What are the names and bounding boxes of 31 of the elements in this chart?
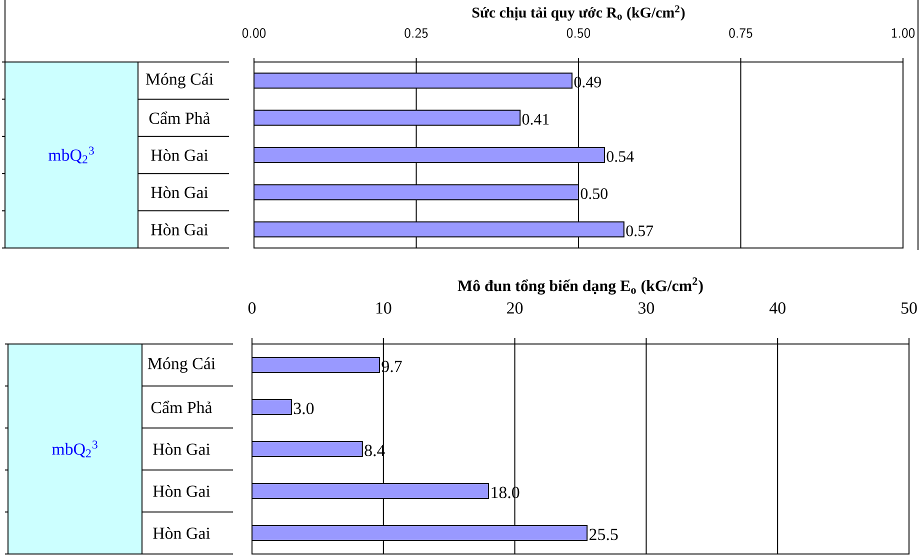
y-tick-label: Hòn Gai <box>151 186 208 198</box>
data-label: 0.50 <box>580 188 608 200</box>
y-tick-label: Hòn Gai <box>151 223 208 236</box>
data-label: 0.41 <box>522 114 549 125</box>
x-tick-label: 30 <box>638 302 654 314</box>
data-label: 0.54 <box>606 151 634 162</box>
x-tick-label: 40 <box>769 302 786 314</box>
y-tick-label: Hòn Gai <box>151 149 208 161</box>
y-tick-label: Hòn Gai <box>153 485 210 497</box>
x-tick-label: 50 <box>902 302 917 314</box>
data-label: 3.0 <box>294 402 314 414</box>
x-axis-title: Sức chịu tải quy ước R$_{o}$ (kG/cm$^{2}$) <box>472 5 685 21</box>
y-tick-label: Cẩm Phả <box>149 112 210 124</box>
y-tick-label: Móng Cái <box>146 72 214 88</box>
x-axis-title: Mô đun tổng biến dạng E$_{o}$ (kG/cm$^{2}$) <box>458 277 703 295</box>
data-label: 0.57 <box>626 225 654 236</box>
y-tick-label: Hòn Gai <box>153 527 210 539</box>
data-label: 25.5 <box>590 528 618 540</box>
y-axis-title: mbQ$_{2}$3 <box>48 146 94 164</box>
y-tick-label: Móng Cái <box>148 357 216 373</box>
x-tick-label: 0 <box>248 302 256 314</box>
y-tick-label: Cẩm Phả <box>151 400 212 414</box>
y-axis-title: mbQ$_{2}$3 <box>52 440 98 458</box>
x-tick-label: 0.75 <box>729 28 752 38</box>
x-tick-label: 1.00 <box>892 28 915 38</box>
y-tick-label: Hòn Gai <box>153 443 210 455</box>
x-tick-label: 20 <box>507 302 523 314</box>
x-tick-label: 0.50 <box>566 28 590 38</box>
x-tick-label: 0.25 <box>404 28 428 38</box>
x-tick-label: 10 <box>376 302 392 314</box>
x-tick-label: 0.00 <box>242 28 266 38</box>
